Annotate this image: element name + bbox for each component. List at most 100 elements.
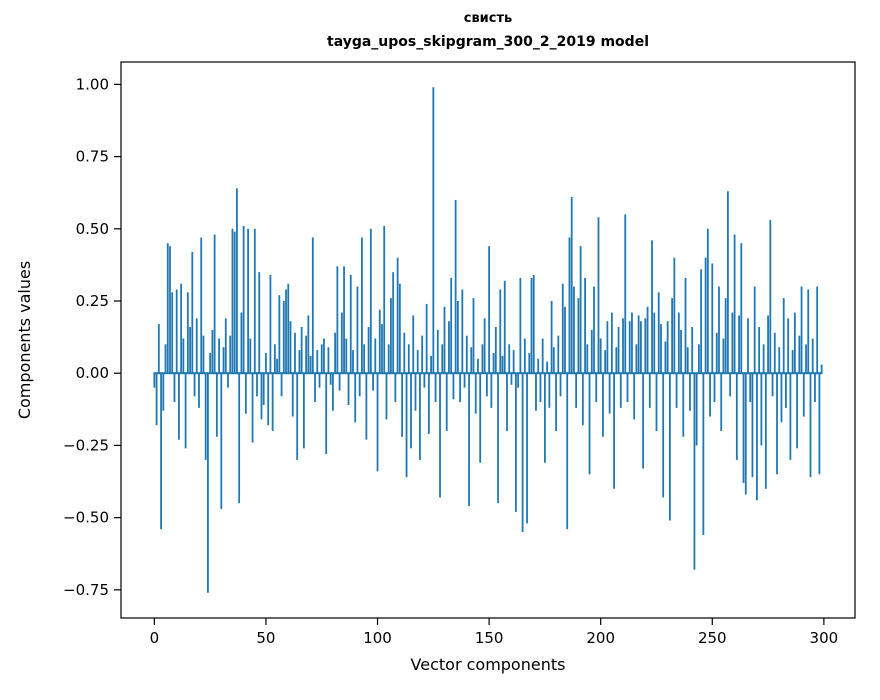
bar: [539, 373, 542, 403]
bar: [593, 286, 595, 374]
bar: [309, 355, 312, 374]
y-tick-label: 1.00: [76, 75, 109, 93]
bar: [398, 283, 401, 374]
bar: [700, 269, 703, 374]
bar: [218, 338, 220, 374]
bar: [807, 289, 810, 374]
bar: [550, 301, 553, 374]
bar: [465, 335, 468, 374]
bar: [372, 373, 374, 391]
bar: [624, 214, 627, 374]
bar: [392, 272, 395, 374]
bar: [191, 251, 194, 374]
bar: [693, 373, 696, 570]
bar: [709, 373, 711, 417]
bar: [805, 344, 807, 374]
x-tick-label: 250: [698, 629, 727, 647]
bar: [296, 373, 299, 460]
bar: [762, 344, 765, 374]
bar: [325, 373, 328, 455]
bar: [267, 373, 270, 426]
bar: [715, 332, 718, 374]
bar: [492, 353, 495, 374]
bar: [555, 373, 557, 431]
bar: [340, 312, 343, 374]
bar: [285, 289, 287, 374]
bar: [240, 312, 243, 374]
bar: [695, 373, 698, 446]
bar: [615, 347, 618, 374]
bar: [236, 188, 238, 374]
bar: [653, 312, 656, 374]
bar: [668, 373, 671, 521]
bar: [517, 373, 520, 388]
bar: [269, 275, 272, 374]
x-tick-label: 100: [363, 629, 392, 647]
bar: [387, 344, 390, 374]
bar: [222, 347, 225, 374]
bar: [434, 373, 437, 403]
y-tick-label: 0.00: [76, 364, 109, 382]
bar: [662, 373, 665, 498]
bar: [376, 373, 379, 472]
bar: [336, 266, 339, 374]
bar: [307, 315, 310, 374]
bar: [463, 373, 466, 388]
bar: [773, 332, 776, 374]
bar: [628, 321, 631, 374]
bar: [573, 286, 575, 374]
bar: [771, 373, 774, 397]
bar: [456, 301, 459, 374]
y-tick-label: −0.50: [63, 509, 109, 527]
bar: [657, 292, 660, 374]
y-tick-label: −0.25: [63, 436, 109, 454]
bar: [347, 373, 350, 405]
bar: [233, 231, 236, 374]
bar: [396, 257, 399, 374]
bar: [169, 246, 171, 374]
bar: [157, 324, 160, 374]
bar: [182, 338, 185, 374]
bar: [390, 298, 392, 374]
bar: [450, 277, 453, 374]
bar: [664, 341, 667, 374]
bar: [209, 353, 212, 374]
bar: [631, 312, 633, 374]
bar: [367, 327, 370, 374]
bar: [537, 358, 540, 374]
bar: [171, 292, 174, 374]
bar: [575, 373, 578, 408]
bar: [673, 257, 676, 374]
bar: [584, 277, 586, 374]
bar: [769, 220, 772, 374]
bar: [316, 350, 319, 374]
bar: [637, 315, 640, 374]
bar: [173, 373, 176, 403]
bar: [318, 373, 321, 388]
bar: [655, 373, 658, 431]
bar: [499, 289, 502, 374]
bar: [501, 355, 504, 374]
bar: [523, 338, 526, 374]
bar: [204, 373, 207, 460]
bar: [356, 286, 359, 374]
bar: [412, 315, 415, 374]
bar: [704, 257, 707, 374]
bar: [244, 373, 247, 414]
bar: [756, 373, 758, 501]
bar: [718, 286, 720, 374]
bar: [644, 318, 647, 374]
bar: [680, 329, 682, 374]
bar: [419, 373, 421, 460]
bar: [332, 373, 334, 411]
x-tick-label: 50: [256, 629, 275, 647]
bar: [787, 318, 790, 374]
bar: [256, 373, 258, 397]
y-axis-label: Components values: [15, 261, 34, 419]
bar: [724, 298, 727, 374]
bar: [660, 324, 662, 374]
bar: [597, 217, 600, 374]
bar: [503, 280, 506, 374]
bar: [414, 373, 417, 411]
